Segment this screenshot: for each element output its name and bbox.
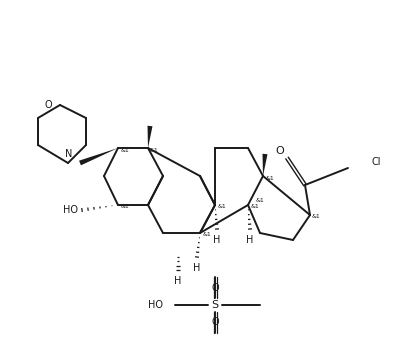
Text: S: S [212,300,218,310]
Text: &1: &1 [121,148,130,153]
Text: O: O [275,146,284,156]
Text: &1: &1 [218,205,227,210]
Text: &1: &1 [251,205,260,210]
Text: O: O [211,283,219,293]
Text: &1: &1 [312,215,321,219]
Text: H: H [213,235,221,245]
Text: H: H [246,235,254,245]
Polygon shape [148,126,152,148]
Text: &1: &1 [256,198,265,202]
Text: &1: &1 [266,176,275,181]
Text: HO: HO [148,300,163,310]
Text: &1: &1 [203,233,212,238]
Polygon shape [79,148,118,165]
Text: H: H [174,276,182,286]
Text: &1: &1 [121,205,130,210]
Text: HO: HO [63,205,78,215]
Text: Cl: Cl [372,157,382,167]
Text: O: O [211,317,219,327]
Text: &1: &1 [150,148,159,153]
Text: O: O [44,100,52,110]
Polygon shape [262,154,268,176]
Text: N: N [65,149,73,159]
Text: H: H [193,263,201,273]
